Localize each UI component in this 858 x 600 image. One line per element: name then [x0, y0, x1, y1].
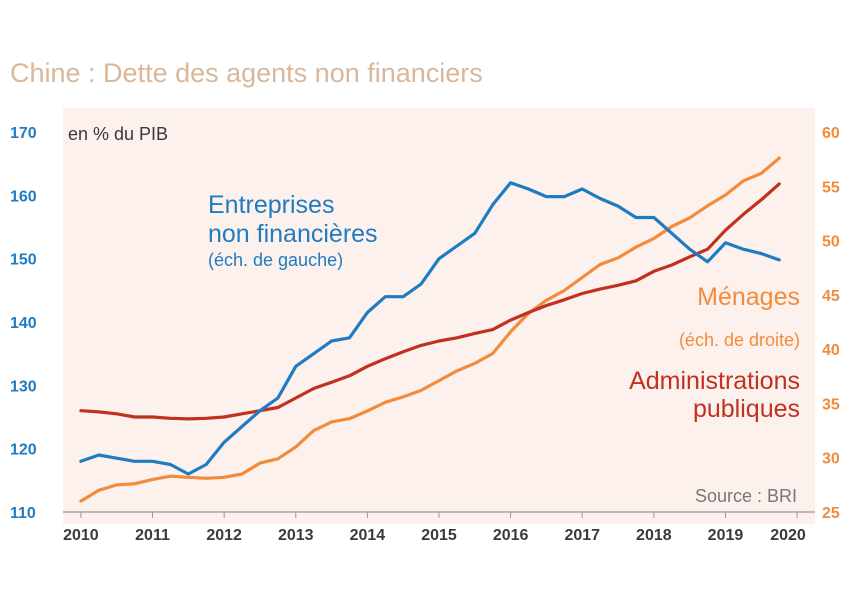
y-left-tick-label: 160 — [10, 188, 37, 205]
x-tick-label: 2013 — [278, 527, 314, 544]
x-tick-label: 2012 — [206, 527, 242, 544]
y-right-tick-label: 25 — [822, 505, 840, 522]
x-tick-label: 2019 — [708, 527, 744, 544]
y-right-tick-label: 30 — [822, 451, 840, 468]
label-menages-scale: (éch. de droite) — [679, 330, 800, 350]
x-tick-label: 2015 — [421, 527, 457, 544]
x-tick-label: 2010 — [63, 527, 99, 544]
x-tick-label: 2016 — [493, 527, 529, 544]
x-tick-label: 2014 — [350, 527, 386, 544]
series-layer — [79, 156, 781, 503]
y-right-tick-label: 40 — [822, 342, 840, 359]
plot-background — [63, 108, 815, 524]
series-line-administrations-publiques — [79, 182, 781, 421]
chart-title: Chine : Dette des agents non financiers — [10, 58, 483, 88]
y-left-tick-label: 120 — [10, 442, 37, 459]
y-right-tick-label: 60 — [822, 125, 840, 142]
y-left-tick-label: 130 — [10, 378, 37, 395]
source-label: Source : BRI — [695, 486, 797, 506]
y-left-tick-label: 110 — [10, 505, 36, 522]
y-left-tick-label: 170 — [10, 125, 37, 142]
label-entreprises-line1: Entreprises — [208, 191, 334, 219]
y-left-tick-label: 140 — [10, 315, 37, 332]
series-line-entreprises-non-financieres — [79, 181, 781, 476]
unit-label: en % du PIB — [68, 124, 168, 144]
label-menages: Ménages — [697, 283, 800, 311]
y-left-tick-label: 150 — [10, 252, 37, 269]
y-right-tick-label: 50 — [822, 234, 840, 251]
x-tick-label: 2020 — [770, 527, 806, 544]
y-right-tick-label: 35 — [822, 396, 840, 413]
series-line-menages — [79, 156, 781, 503]
label-entreprises-scale: (éch. de gauche) — [208, 250, 343, 270]
x-tick-label: 2017 — [564, 527, 600, 544]
x-tick-label: 2018 — [636, 527, 672, 544]
x-tick-label: 2011 — [135, 527, 170, 544]
y-right-tick-label: 45 — [822, 288, 840, 305]
y-right-tick-label: 55 — [822, 179, 840, 196]
label-administrations-line1: Administrations — [629, 367, 800, 395]
label-administrations-line2: publiques — [693, 395, 800, 423]
label-entreprises-line2: non financières — [208, 220, 378, 248]
axes: 110 120 130 140 150 160 170 25 30 35 40 45 50 55 60 201… — [10, 125, 840, 544]
